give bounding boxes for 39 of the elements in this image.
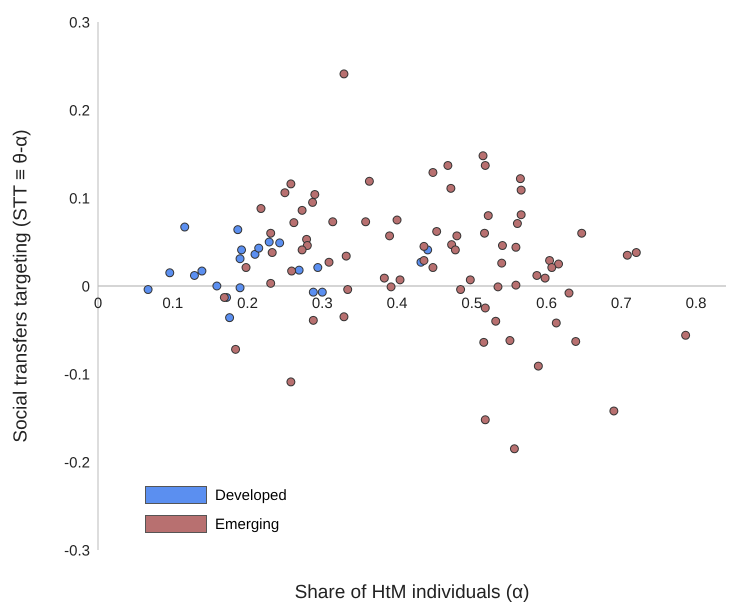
legend-label: Emerging	[215, 516, 280, 532]
x-tick-label: 0.3	[312, 295, 333, 312]
y-tick-label: 0.1	[69, 190, 90, 208]
point	[275, 238, 284, 248]
point	[190, 270, 199, 280]
point	[264, 238, 274, 246]
x-tick-label: 0.2	[237, 295, 258, 312]
y-tick-label: 0.3	[69, 14, 90, 32]
point	[237, 245, 246, 254]
point	[225, 313, 234, 322]
y-tick-label: 0	[82, 278, 90, 296]
point	[250, 250, 260, 259]
y-tick-label: -0.1	[64, 366, 90, 384]
x-tick-label: 0.6	[536, 295, 557, 312]
point	[180, 222, 190, 232]
point	[144, 285, 153, 294]
x-tick-label: 0.7	[610, 295, 632, 312]
point	[236, 254, 245, 264]
point	[318, 288, 327, 297]
point	[308, 288, 318, 297]
x-axis-title: Share of HtM individuals (α)	[294, 582, 530, 603]
point	[236, 283, 245, 292]
point	[313, 263, 322, 272]
x-tick-label: 0.5	[461, 295, 482, 312]
y-tick-label: -0.3	[64, 542, 90, 560]
x-tick-label: 0.1	[162, 295, 184, 312]
legend-label: Developed	[215, 486, 287, 504]
y-axis-title: Social transfers targeting (STT ≡ θ-α)	[10, 129, 32, 443]
point	[197, 266, 206, 276]
point	[233, 225, 242, 234]
point	[165, 268, 174, 278]
x-tick-label: 0	[94, 295, 102, 312]
y-tick-label: 0.2	[69, 102, 90, 120]
x-tick-label: 0.8	[686, 295, 707, 312]
point	[254, 244, 264, 253]
x-tick-label: 0.4	[386, 295, 408, 312]
point	[212, 282, 222, 290]
point	[294, 266, 304, 275]
y-tick-label: -0.2	[64, 454, 90, 472]
